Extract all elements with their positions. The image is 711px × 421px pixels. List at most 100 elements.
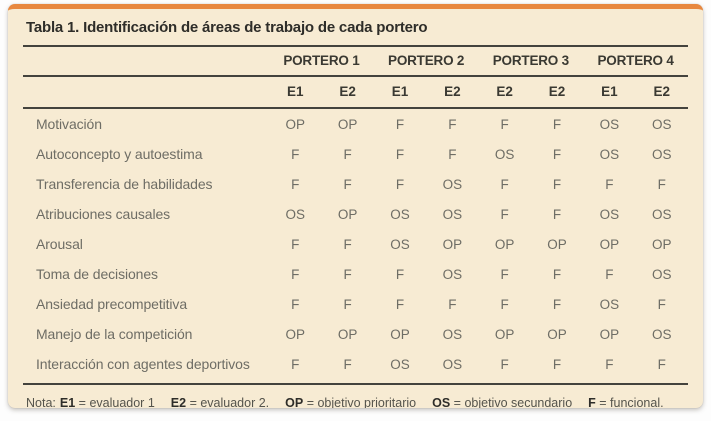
rating-cell: F — [395, 116, 405, 132]
rating-cell: F — [395, 296, 405, 312]
group-header-portero-2: PORTERO 2 — [373, 45, 479, 77]
table-row: Manejo de la competición OP OP OP OS OP OP OP OS — [23, 319, 688, 349]
table-row: Motivación OP OP F F F F OS OS — [23, 108, 688, 139]
rating-cell: OS — [442, 206, 463, 222]
rating-cell: OS — [390, 206, 410, 222]
rating-cell: F — [343, 146, 352, 162]
rating-cell: F — [343, 236, 352, 252]
rating-cell: F — [552, 146, 562, 162]
portero-table: PORTERO 1 PORTERO 2 PORTERO 3 PORTERO 4 … — [23, 45, 688, 385]
sub-header-evaluator: E1 — [583, 76, 636, 109]
area-label: Toma de decisiones — [36, 266, 158, 282]
table-row: Atribuciones causales OS OP OS OS F F OS OS — [23, 199, 688, 229]
rating-cell: OP — [285, 326, 305, 342]
group-header-portero-1: PORTERO 1 — [269, 45, 374, 77]
rating-cell: OP — [652, 236, 672, 252]
table-body: Motivación OP OP F F F F OS OS Autoconcepto y aut… — [23, 108, 688, 385]
rating-cell: F — [552, 116, 562, 132]
rating-cell: OP — [494, 326, 515, 342]
rating-cell: F — [478, 349, 531, 385]
rating-cell: F — [343, 266, 352, 282]
rating-cell: OS — [652, 206, 672, 222]
rating-cell: F — [291, 236, 300, 252]
rating-cell: F — [657, 296, 666, 312]
area-label: Autoconcepto y autoestima — [36, 146, 203, 162]
rating-cell: OS — [494, 146, 515, 162]
rating-cell: F — [343, 176, 352, 192]
rating-cell: OP — [442, 236, 463, 252]
area-label: Arousal — [36, 236, 83, 252]
rating-cell: OS — [599, 296, 620, 312]
area-label: Transferencia de habilidades — [36, 176, 213, 192]
rating-cell: F — [291, 296, 300, 312]
rating-cell: F — [448, 116, 457, 132]
rating-cell: F — [395, 176, 405, 192]
rating-cell: F — [552, 206, 562, 222]
table-row: Transferencia de habilidades F F F OS F F F F — [23, 169, 688, 199]
rating-cell: F — [500, 206, 509, 222]
rating-cell: OS — [442, 176, 463, 192]
footnote-prefix: Nota: — [26, 396, 56, 408]
rating-cell: F — [583, 349, 636, 385]
group-header-portero-4: PORTERO 4 — [583, 45, 688, 77]
rating-cell: F — [605, 266, 614, 282]
rating-cell: F — [395, 266, 405, 282]
rating-cell: F — [321, 349, 374, 385]
area-label: Atribuciones causales — [36, 206, 171, 222]
table-row: Arousal F F OS OP OP OP OP OP — [23, 229, 688, 259]
rating-cell: OP — [285, 116, 305, 132]
sub-header-evaluator: E2 — [635, 76, 688, 109]
rating-cell: OP — [390, 326, 410, 342]
sub-header-evaluator: E2 — [530, 76, 584, 109]
rating-cell: F — [552, 296, 562, 312]
rating-cell: OS — [285, 206, 305, 222]
rating-cell: F — [291, 266, 300, 282]
rating-cell: OS — [652, 326, 672, 342]
rating-cell: F — [552, 266, 562, 282]
rating-cell: F — [269, 349, 322, 385]
rating-cell: F — [552, 176, 562, 192]
rating-cell: F — [291, 176, 300, 192]
rating-cell: OS — [442, 266, 463, 282]
footnote-item: E1 = evaluador 1 — [59, 396, 155, 408]
sub-header-evaluator: E1 — [373, 76, 427, 109]
rating-cell: F — [635, 349, 688, 385]
group-header-row: PORTERO 1 PORTERO 2 PORTERO 3 PORTERO 4 — [23, 45, 688, 77]
rating-cell: F — [291, 146, 300, 162]
empty-header-cell — [23, 76, 270, 109]
rating-cell: OS — [599, 206, 620, 222]
rating-cell: OS — [373, 349, 427, 385]
rating-cell: F — [500, 296, 509, 312]
rating-cell: OS — [599, 146, 620, 162]
rating-cell: F — [657, 176, 666, 192]
rating-cell: OP — [494, 236, 515, 252]
table-row: Toma de decisiones F F F OS F F F OS — [23, 259, 688, 289]
sub-header-evaluator: E2 — [426, 76, 479, 109]
table-row: Autoconcepto y autoestima F F F F OS F OS OS — [23, 139, 688, 169]
sub-header-row: E1 E2 E1 E2 E2 E2 E1 E2 — [23, 76, 688, 109]
footnote-item: OS = objetivo secundario — [432, 396, 573, 408]
rating-cell: F — [395, 146, 405, 162]
sub-header-evaluator: E2 — [321, 76, 374, 109]
rating-cell: OP — [337, 326, 358, 342]
rating-cell: OP — [599, 236, 620, 252]
rating-cell: OS — [599, 116, 620, 132]
table-footnote: Nota: E1 = evaluador 1 E2 = evaluador 2. OP… — [23, 385, 688, 408]
group-header-portero-3: PORTERO 3 — [478, 45, 584, 77]
rating-cell: F — [605, 176, 614, 192]
rating-cell: F — [343, 296, 352, 312]
rating-cell: OS — [442, 326, 463, 342]
footnote-item: OP = objetivo prioritario — [285, 396, 417, 408]
rating-cell: F — [448, 296, 457, 312]
rating-cell: OP — [599, 326, 620, 342]
rating-cell: F — [530, 349, 584, 385]
footnote-item: F = funcional. — [588, 396, 664, 408]
area-label: Interacción con agentes deportivos — [23, 349, 270, 385]
footnote-item: E2 = evaluador 2. — [170, 396, 270, 408]
rating-cell: OS — [390, 236, 410, 252]
empty-header-cell — [23, 45, 270, 77]
area-label: Motivación — [36, 116, 102, 132]
table-row: Interacción con agentes deportivos F F OS OS… — [23, 349, 688, 385]
table-row: Ansiedad precompetitiva F F F F F F OS F — [23, 289, 688, 319]
rating-cell: OS — [652, 266, 672, 282]
